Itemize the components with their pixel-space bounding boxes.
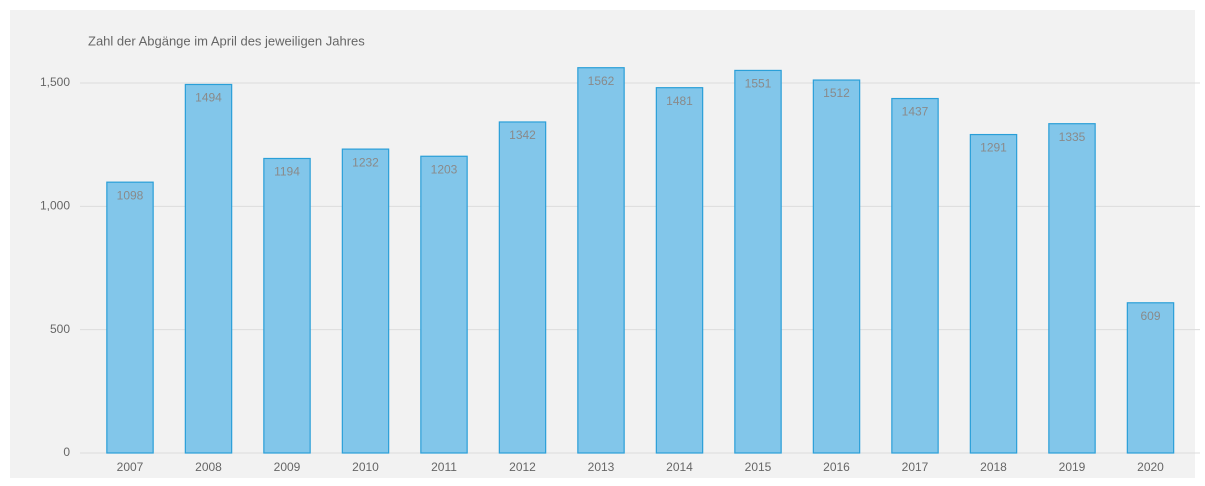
bar [184, 83, 233, 454]
bar [812, 79, 861, 454]
x-tick-label: 2014 [666, 460, 693, 474]
chart-title: Zahl der Abgänge im April des jeweiligen… [88, 33, 365, 48]
data-label: 609 [1140, 309, 1160, 323]
data-label: 1342 [509, 128, 536, 142]
data-label: 1481 [666, 94, 693, 108]
x-tick-label: 2009 [274, 460, 301, 474]
y-tick-label: 1,500 [40, 75, 70, 89]
x-tick-label: 2008 [195, 460, 222, 474]
bar [341, 148, 390, 454]
data-label: 1494 [195, 91, 222, 105]
bar [891, 97, 939, 454]
x-tick-label: 2011 [431, 460, 457, 474]
data-label: 1512 [823, 86, 850, 100]
bar [577, 67, 625, 454]
bar [1048, 123, 1096, 454]
x-tick-label: 2010 [352, 460, 379, 474]
data-label: 1291 [980, 141, 1007, 155]
x-tick-label: 2017 [902, 460, 929, 474]
x-tick-label: 2013 [588, 460, 615, 474]
bar [106, 181, 154, 454]
x-tick-label: 2007 [117, 460, 144, 474]
bar [969, 133, 1018, 454]
x-tick-label: 2012 [509, 460, 536, 474]
bar [420, 155, 468, 454]
data-label: 1098 [117, 188, 144, 202]
data-label: 1562 [588, 74, 615, 88]
y-tick-label: 0 [63, 445, 70, 459]
data-label: 1194 [274, 165, 300, 179]
y-tick-label: 1,000 [40, 199, 70, 213]
x-tick-label: 2020 [1137, 460, 1164, 474]
bar [263, 157, 311, 454]
x-tick-label: 2015 [745, 460, 772, 474]
bar [655, 87, 704, 454]
x-tick-label: 2018 [980, 460, 1007, 474]
data-label: 1551 [745, 77, 772, 91]
bar [1126, 302, 1175, 454]
bar [734, 69, 782, 454]
bar [498, 121, 547, 454]
data-label: 1203 [431, 162, 458, 176]
y-tick-label: 500 [50, 322, 70, 336]
data-label: 1232 [352, 155, 379, 169]
data-label: 1335 [1059, 130, 1086, 144]
data-label: 1437 [902, 105, 929, 119]
x-tick-label: 2016 [823, 460, 850, 474]
x-tick-label: 2019 [1059, 460, 1086, 474]
